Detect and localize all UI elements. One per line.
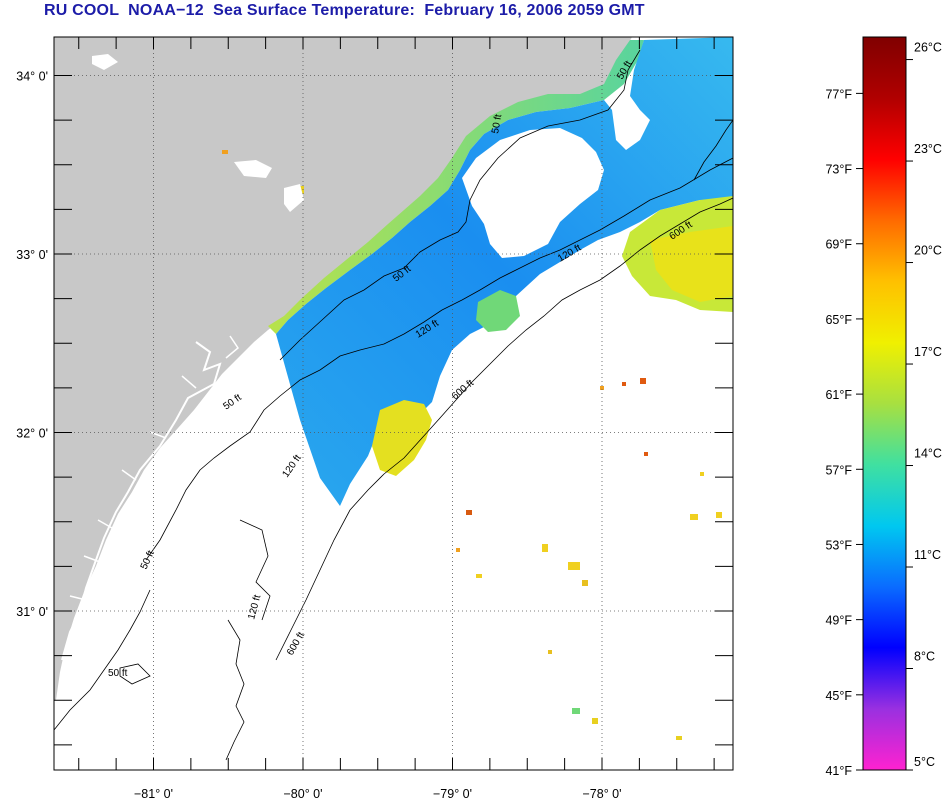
coast-marsh-2 xyxy=(69,335,239,601)
lon-tick-label: −81° 0' xyxy=(134,787,173,801)
lat-tick-label: 32° 0' xyxy=(16,427,48,441)
latitude-labels: 34° 0' 33° 0' 32° 0' 31° 0' xyxy=(16,70,48,620)
inland-no-data xyxy=(54,54,304,770)
cloud-no-data xyxy=(462,128,604,258)
lon-tick-label: −80° 0' xyxy=(283,787,322,801)
contour-label: 50 ft xyxy=(108,668,128,679)
contour-50ft xyxy=(279,49,641,361)
contour-shoal-4 xyxy=(119,663,151,685)
sst-coastal-band xyxy=(268,40,644,334)
contour-label: 50 ft xyxy=(490,113,504,134)
plot-frame xyxy=(53,36,734,771)
map-title: RU COOL NOAA−12 Sea Surface Temperature:… xyxy=(44,2,645,19)
coast-marsh xyxy=(61,341,222,661)
bathymetry-contours xyxy=(54,49,733,761)
contour-inner-coast xyxy=(54,589,151,731)
axis-ticks xyxy=(54,37,733,770)
lat-tick-label: 31° 0' xyxy=(16,605,48,619)
lat-tick-label: 34° 0' xyxy=(16,70,48,84)
sst-warm-patch xyxy=(372,400,432,476)
contour-120ft xyxy=(145,157,733,561)
longitude-labels: −81° 0' −80° 0' −79° 0' −78° 0' xyxy=(134,787,622,801)
contour-shoal-2 xyxy=(239,519,271,621)
lat-tick-label: 33° 0' xyxy=(16,248,48,262)
contour-600ft xyxy=(275,197,733,661)
lon-tick-label: −78° 0' xyxy=(582,787,621,801)
lon-tick-label: −79° 0' xyxy=(433,787,472,801)
contour-shoal-1 xyxy=(225,619,245,761)
contour-shoal-3 xyxy=(693,119,733,181)
sst-offshore-warm-2 xyxy=(650,226,733,302)
sst-green-blob xyxy=(476,290,520,332)
land-mass xyxy=(54,37,632,720)
sst-cold-swath xyxy=(276,37,733,506)
